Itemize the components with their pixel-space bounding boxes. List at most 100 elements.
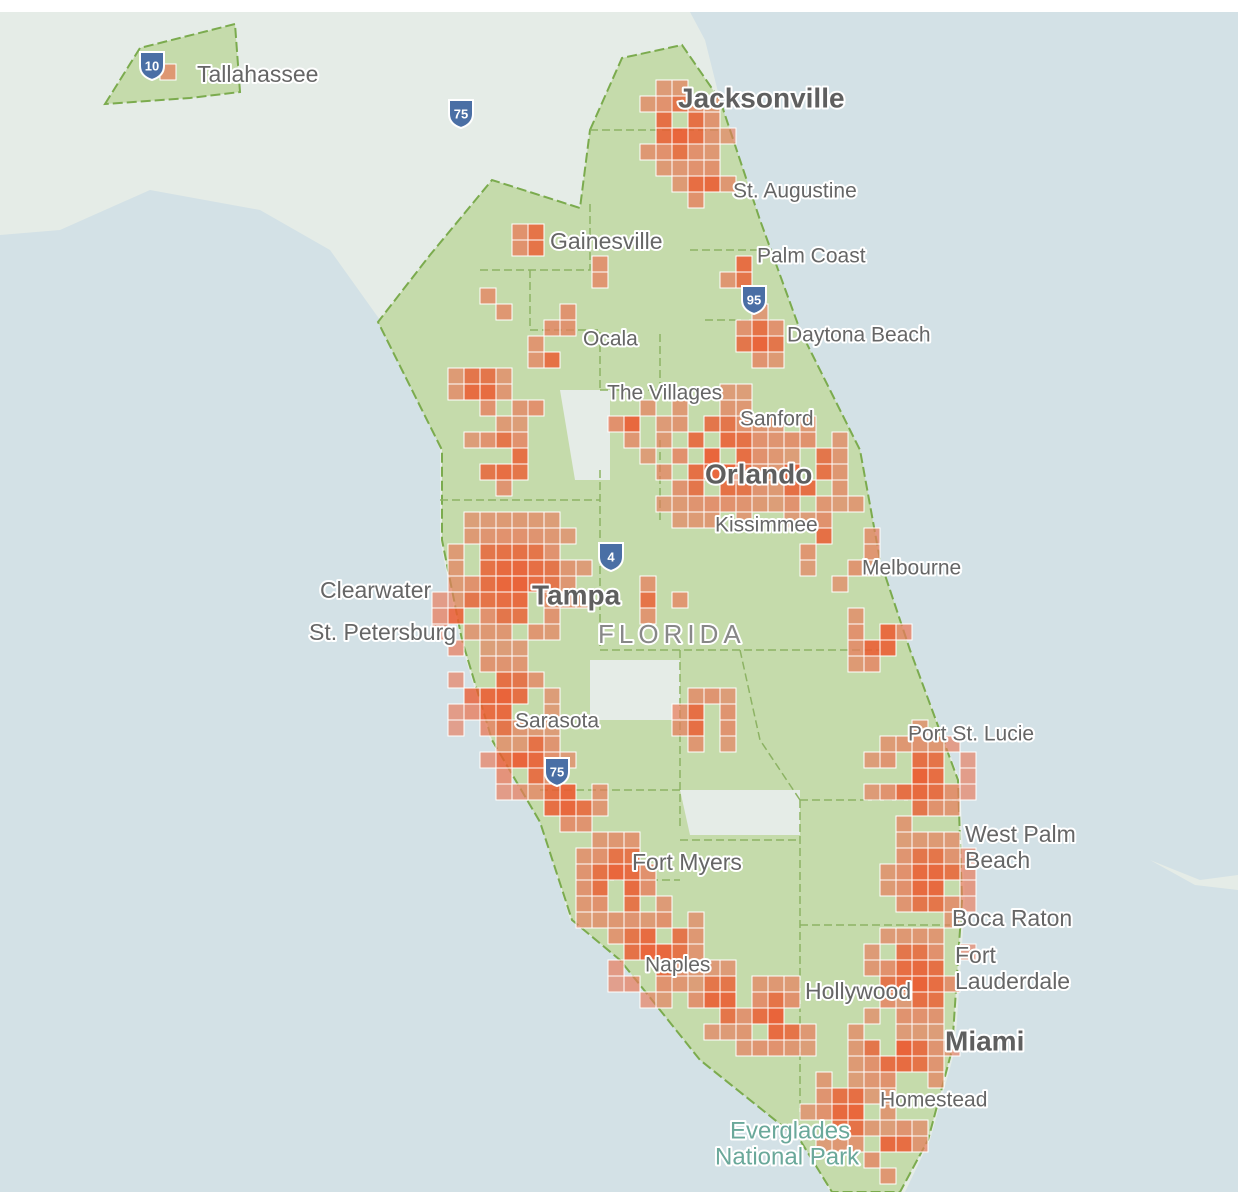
heat-cell: [495, 703, 513, 721]
heat-cell: [495, 783, 513, 801]
heat-cell: [559, 527, 577, 545]
heat-cell: [607, 831, 625, 849]
heat-cell: [607, 927, 625, 945]
heat-cell: [719, 383, 737, 401]
heat-cell: [863, 1055, 881, 1073]
heat-cell: [895, 847, 913, 865]
heat-cell: [751, 975, 769, 993]
heat-cell: [447, 575, 465, 593]
heat-cell: [959, 751, 977, 769]
heat-cell: [479, 719, 497, 737]
heat-cell: [783, 991, 801, 1009]
heat-cell: [591, 911, 609, 929]
heat-cell: [543, 799, 561, 817]
heat-cell: [847, 495, 865, 513]
heat-cell: [927, 767, 945, 785]
heat-cell: [687, 191, 705, 209]
heat-cell: [799, 543, 817, 561]
shield-shape: [598, 542, 624, 573]
heat-cell: [447, 591, 465, 609]
heat-cell: [511, 559, 529, 577]
heat-cell: [943, 831, 961, 849]
heat-cell: [895, 959, 913, 977]
heat-cell: [607, 863, 625, 881]
heat-cell: [719, 175, 737, 193]
heat-cell: [959, 879, 977, 897]
place-label: National Park: [715, 1143, 860, 1170]
heat-cell: [911, 767, 929, 785]
heat-cell: [879, 959, 897, 977]
heat-cell: [639, 927, 657, 945]
heat-cell: [735, 335, 753, 353]
heat-cell: [911, 895, 929, 913]
heat-cell: [543, 527, 561, 545]
heat-cell: [895, 1023, 913, 1041]
heat-cell: [655, 415, 673, 433]
heat-cell: [623, 415, 641, 433]
heat-cell: [911, 943, 929, 961]
heat-cell: [847, 639, 865, 657]
heat-cell: [527, 511, 545, 529]
heat-cell: [671, 495, 689, 513]
heat-cell: [591, 799, 609, 817]
heat-cell: [911, 1039, 929, 1057]
heat-cell: [623, 879, 641, 897]
place-label: Hollywood: [805, 978, 911, 1004]
heat-cell: [479, 623, 497, 641]
shield-number: 10: [145, 58, 159, 73]
heat-cell: [479, 383, 497, 401]
heat-cell: [575, 895, 593, 913]
heat-cell: [895, 1119, 913, 1137]
heat-cell: [879, 735, 897, 753]
heat-cell: [735, 255, 753, 273]
heat-cell: [911, 927, 929, 945]
heat-cell: [927, 1039, 945, 1057]
heat-cell: [655, 127, 673, 145]
heat-cell: [511, 591, 529, 609]
heat-cell: [463, 383, 481, 401]
heat-cell: [687, 719, 705, 737]
heat-cell: [831, 431, 849, 449]
heat-cell: [495, 655, 513, 673]
heat-cell: [527, 735, 545, 753]
place-label: Tallahassee: [197, 61, 318, 87]
heat-cell: [479, 575, 497, 593]
heat-cell: [495, 719, 513, 737]
heat-cell: [495, 383, 513, 401]
heat-cell: [847, 1039, 865, 1057]
heat-cell: [831, 479, 849, 497]
heat-cell: [655, 159, 673, 177]
heat-cell: [895, 623, 913, 641]
heat-cell: [895, 815, 913, 833]
heat-cell: [479, 655, 497, 673]
heat-cell: [911, 831, 929, 849]
heat-cell: [511, 783, 529, 801]
heat-cell: [719, 703, 737, 721]
heat-cell: [671, 159, 689, 177]
heat-cell: [479, 287, 497, 305]
heat-cell: [863, 639, 881, 657]
heat-cell: [879, 1055, 897, 1073]
heat-cell: [863, 943, 881, 961]
heat-cell: [751, 351, 769, 369]
heat-cell: [719, 399, 737, 417]
heat-cell: [943, 847, 961, 865]
heat-cell: [735, 319, 753, 337]
heat-cell: [479, 703, 497, 721]
shield-shape: [448, 99, 474, 130]
heat-cell: [751, 991, 769, 1009]
heat-cell: [671, 703, 689, 721]
heat-cell: [495, 543, 513, 561]
heat-cell: [943, 1039, 961, 1057]
heat-cell: [639, 879, 657, 897]
heat-cell: [607, 911, 625, 929]
heat-cell: [687, 159, 705, 177]
heat-cell: [463, 431, 481, 449]
heat-cell: [863, 783, 881, 801]
heat-cell: [831, 447, 849, 465]
heat-cell: [927, 783, 945, 801]
heat-cell: [879, 1071, 897, 1089]
heat-cell: [479, 687, 497, 705]
heat-cell: [495, 575, 513, 593]
